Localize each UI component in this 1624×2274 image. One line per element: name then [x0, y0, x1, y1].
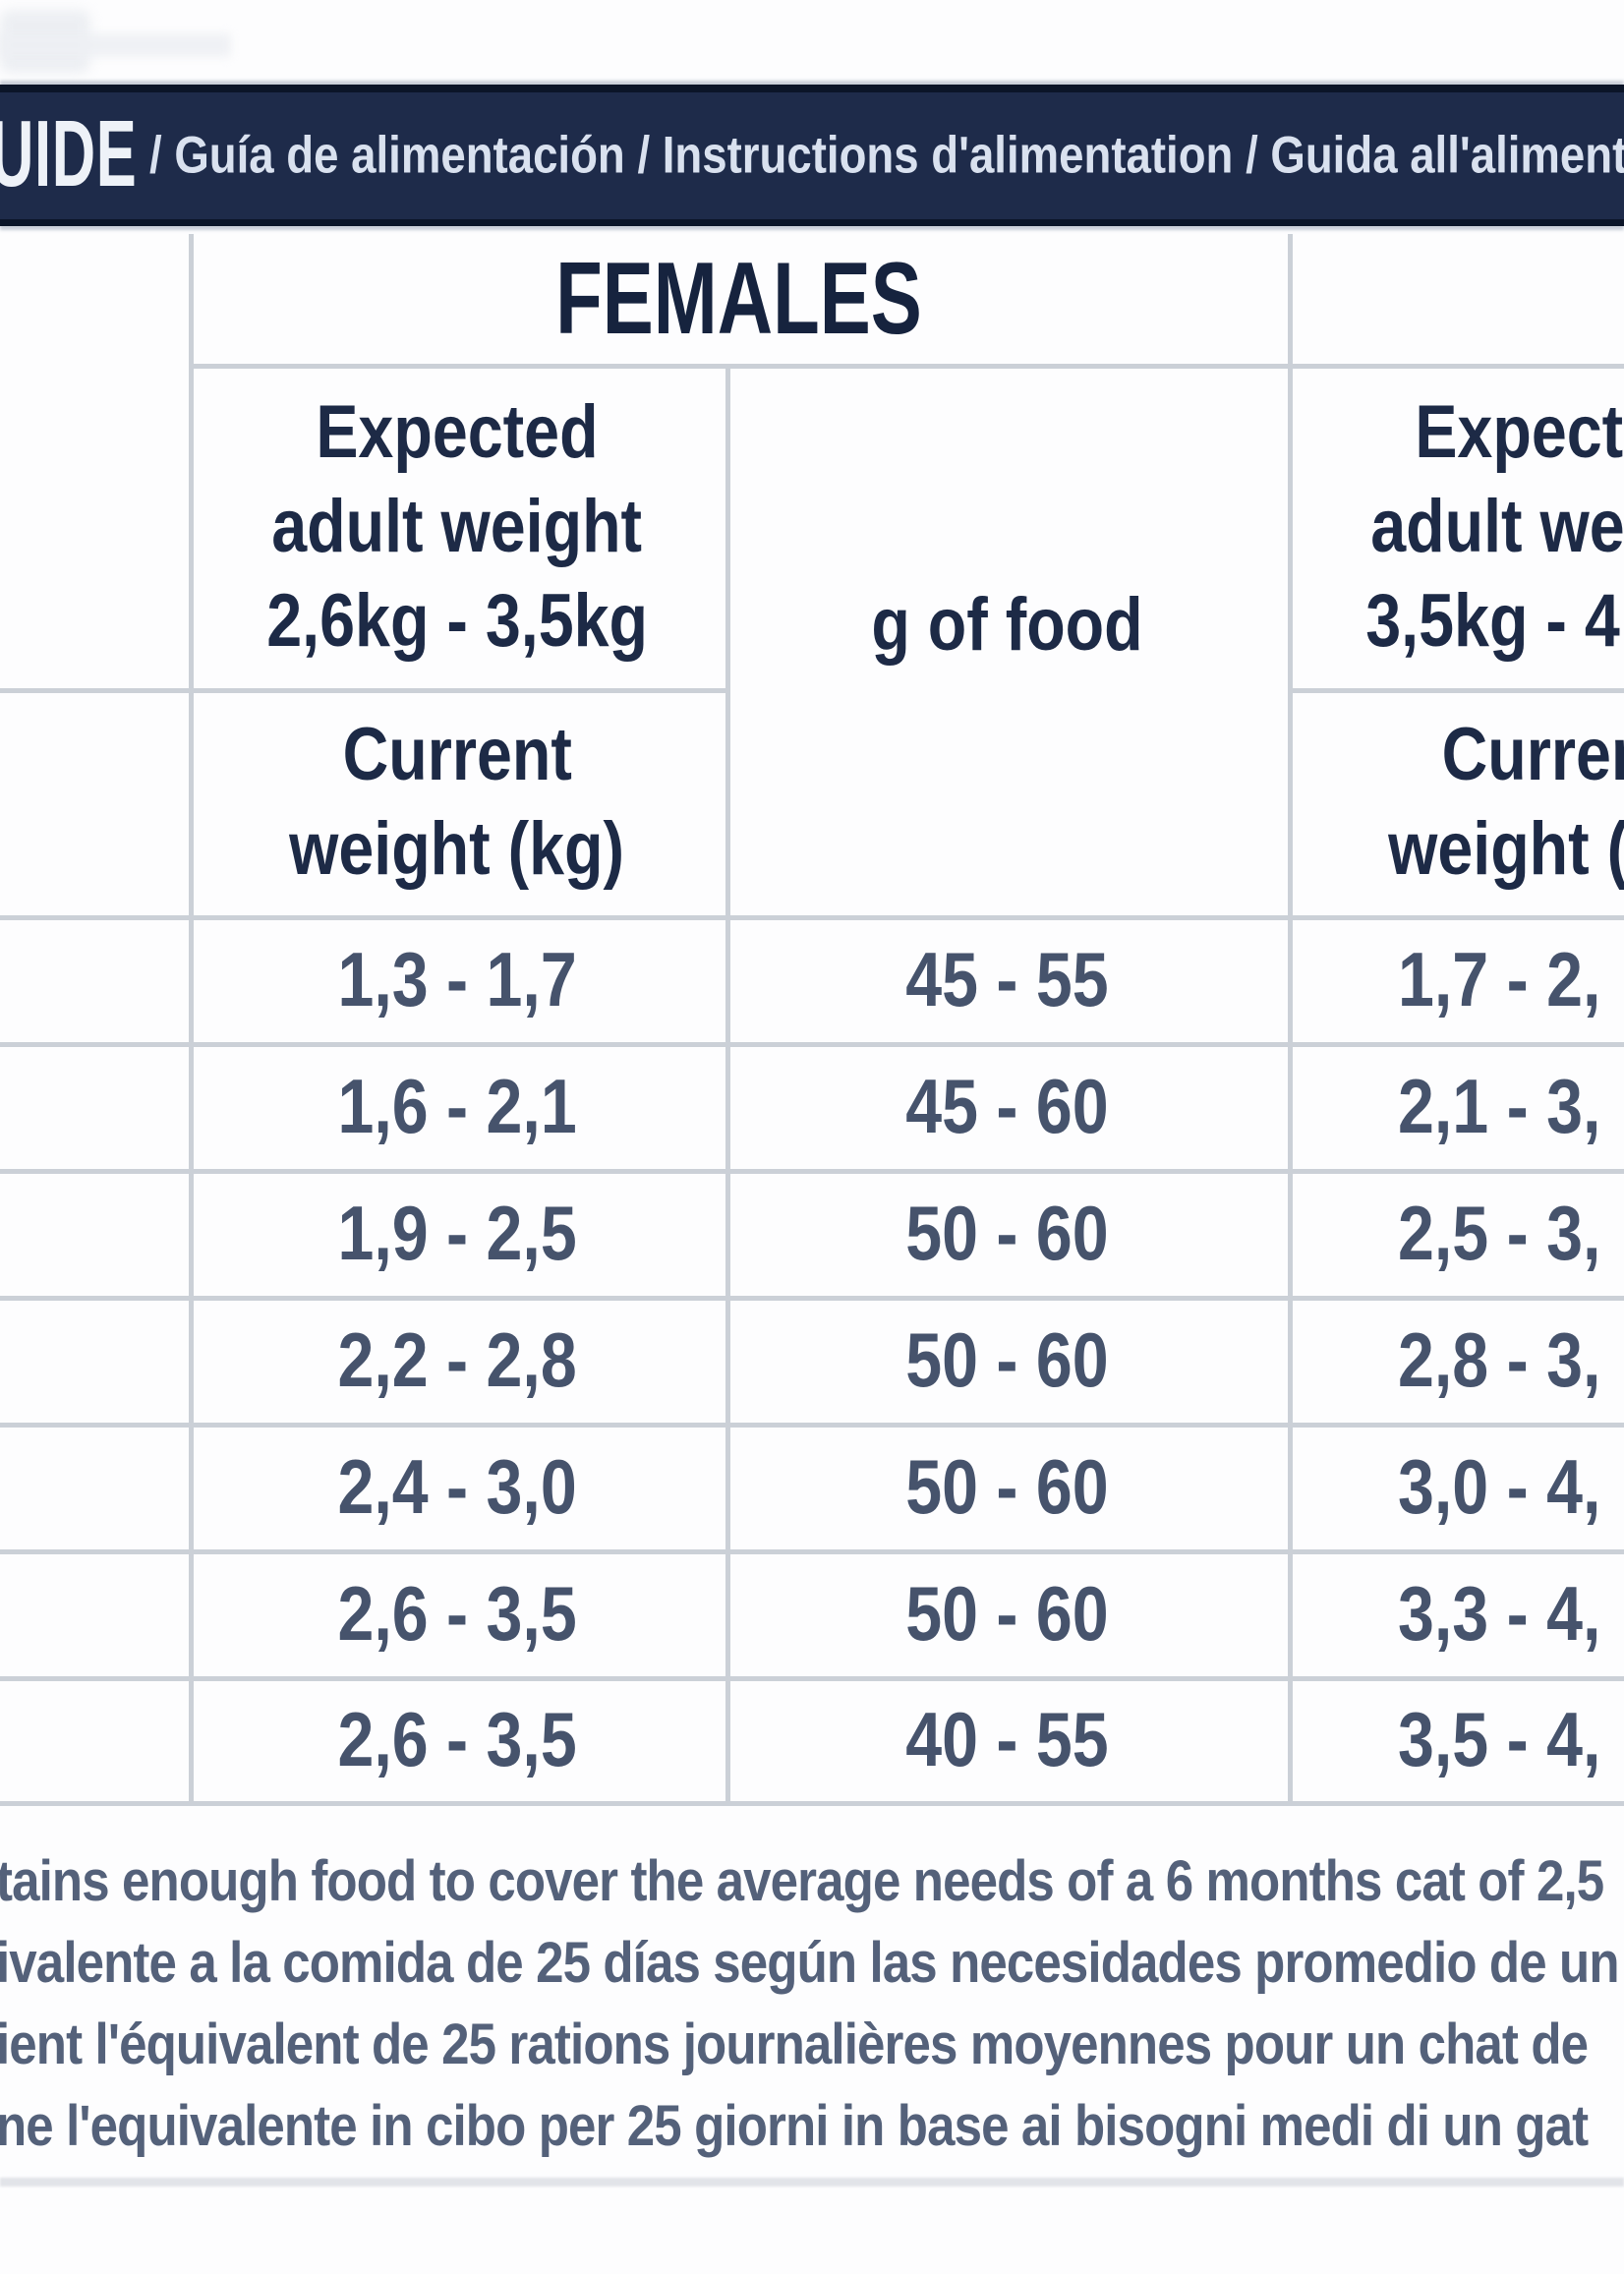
table-grid-line [0, 1676, 1624, 1681]
table-cell-g-of-food: 40 - 55 [725, 1678, 1288, 1801]
bottom-divider-line [0, 2178, 1624, 2187]
value: 3,0 - 4, [1398, 1443, 1601, 1530]
table-grid-line [0, 1801, 1624, 1806]
footnote-text: ient l'équivalent de 25 rations journali… [0, 2012, 1589, 2076]
table-cell-g-of-food: 50 - 60 [725, 1171, 1288, 1296]
g-of-food-label: g of food [870, 582, 1143, 667]
current-weight-header-right: Current weight (kg) [1288, 688, 1624, 915]
table-cell-current-weight: 2,4 - 3,0 [189, 1425, 725, 1549]
table-cell-current-weight: 1,6 - 2,1 [189, 1044, 725, 1169]
table-grid-line [0, 915, 1624, 920]
table-grid-line [189, 364, 1624, 369]
value: 2,4 - 3,0 [337, 1443, 577, 1530]
header-line: 2,6kg - 3,5kg [266, 579, 648, 663]
footnote-text: ivalente a la comida de 25 días según la… [0, 1931, 1620, 1995]
table-cell-current-weight-right: 3,0 - 4, [1288, 1425, 1624, 1549]
guide-title-translations: / Guía de alimentación / Instructions d'… [149, 125, 1624, 184]
value: 3,3 - 4, [1398, 1570, 1601, 1657]
table-cell-g-of-food: 45 - 55 [725, 917, 1288, 1042]
expected-adult-weight-header-right: Expected adult weight 3,5kg - 4,5kg [1288, 366, 1624, 688]
value: 40 - 55 [904, 1696, 1109, 1782]
table-grid-line [0, 1423, 1624, 1428]
table-cell-current-weight: 1,9 - 2,5 [189, 1171, 725, 1296]
value: 50 - 60 [904, 1443, 1109, 1530]
value: 2,1 - 3, [1398, 1063, 1601, 1149]
table-grid-line [1288, 688, 1624, 693]
table-grid-line [0, 1549, 1624, 1554]
header-line: Expected [1415, 390, 1624, 474]
footnote-line-en: tains enough food to cover the average n… [0, 1840, 1624, 1923]
table-grid-line [189, 234, 194, 1805]
table-cell-current-weight: 2,2 - 2,8 [189, 1298, 725, 1423]
table-grid-line [1288, 234, 1293, 1805]
current-weight-header-left: Current weight (kg) [189, 688, 725, 915]
table-cell-current-weight: 2,6 - 3,5 [189, 1551, 725, 1676]
table-cell-current-weight-right: 3,5 - 4, [1288, 1678, 1624, 1801]
table-cell-g-of-food: 50 - 60 [725, 1298, 1288, 1423]
scan-smudge [0, 33, 231, 57]
header-line: Current [1441, 712, 1624, 796]
value: 1,3 - 1,7 [337, 936, 577, 1022]
header-line: weight (kg) [289, 806, 625, 891]
value: 2,8 - 3, [1398, 1316, 1601, 1403]
footnote-text: tains enough food to cover the average n… [0, 1849, 1604, 1913]
table-cell-current-weight-right: 3,3 - 4, [1288, 1551, 1624, 1676]
table-grid-line [0, 1169, 1624, 1174]
value: 2,6 - 3,5 [337, 1696, 577, 1782]
value: 1,9 - 2,5 [337, 1190, 577, 1276]
value: 2,6 - 3,5 [337, 1570, 577, 1657]
g-of-food-header: g of food [725, 366, 1288, 915]
value: 1,6 - 2,1 [337, 1063, 577, 1149]
table-grid-line [0, 1296, 1624, 1301]
value: 45 - 55 [904, 936, 1109, 1022]
value: 50 - 60 [904, 1570, 1109, 1657]
header-line: Current [342, 712, 572, 796]
footnote-line-it: ne l'equivalente in cibo per 25 giorni i… [0, 2085, 1624, 2168]
footnote-text: ne l'equivalente in cibo per 25 giorni i… [0, 2094, 1589, 2158]
expected-adult-weight-header-left: Expected adult weight 2,6kg - 3,5kg [189, 366, 725, 688]
header-line: adult weight [1370, 485, 1624, 568]
females-group-header: FEMALES [189, 234, 1288, 364]
header-line: 3,5kg - 4,5kg [1365, 579, 1624, 663]
footnote-line-es: ivalente a la comida de 25 días según la… [0, 1922, 1624, 2005]
table-cell-current-weight: 1,3 - 1,7 [189, 917, 725, 1042]
header-line: weight (kg) [1388, 806, 1624, 891]
table-cell-g-of-food: 45 - 60 [725, 1044, 1288, 1169]
table-grid-line [725, 366, 730, 1805]
value: 50 - 60 [904, 1190, 1109, 1276]
value: 2,5 - 3, [1398, 1190, 1601, 1276]
value: 2,2 - 2,8 [337, 1316, 577, 1403]
table-cell-g-of-food: 50 - 60 [725, 1551, 1288, 1676]
value: 1,7 - 2, [1398, 936, 1601, 1022]
table-cell-current-weight-right: 1,7 - 2, [1288, 917, 1624, 1042]
females-label: FEMALES [554, 241, 922, 356]
value: 3,5 - 4, [1398, 1696, 1601, 1782]
footnote-line-fr: ient l'équivalent de 25 rations journali… [0, 2004, 1624, 2086]
feeding-guide-title-band: UIDE / Guía de alimentación / Instructio… [0, 85, 1624, 226]
table-grid-line [0, 688, 727, 693]
table-cell-current-weight-right: 2,1 - 3, [1288, 1044, 1624, 1169]
header-line: adult weight [271, 485, 643, 568]
value: 50 - 60 [904, 1316, 1109, 1403]
value: 45 - 60 [904, 1063, 1109, 1149]
table-grid-line [0, 1042, 1624, 1047]
header-line: Expected [316, 390, 599, 474]
table-cell-current-weight-right: 2,8 - 3, [1288, 1298, 1624, 1423]
table-cell-current-weight-right: 2,5 - 3, [1288, 1171, 1624, 1296]
guide-title-fragment: UIDE [0, 100, 138, 206]
table-cell-g-of-food: 50 - 60 [725, 1425, 1288, 1549]
table-cell-current-weight: 2,6 - 3,5 [189, 1678, 725, 1801]
